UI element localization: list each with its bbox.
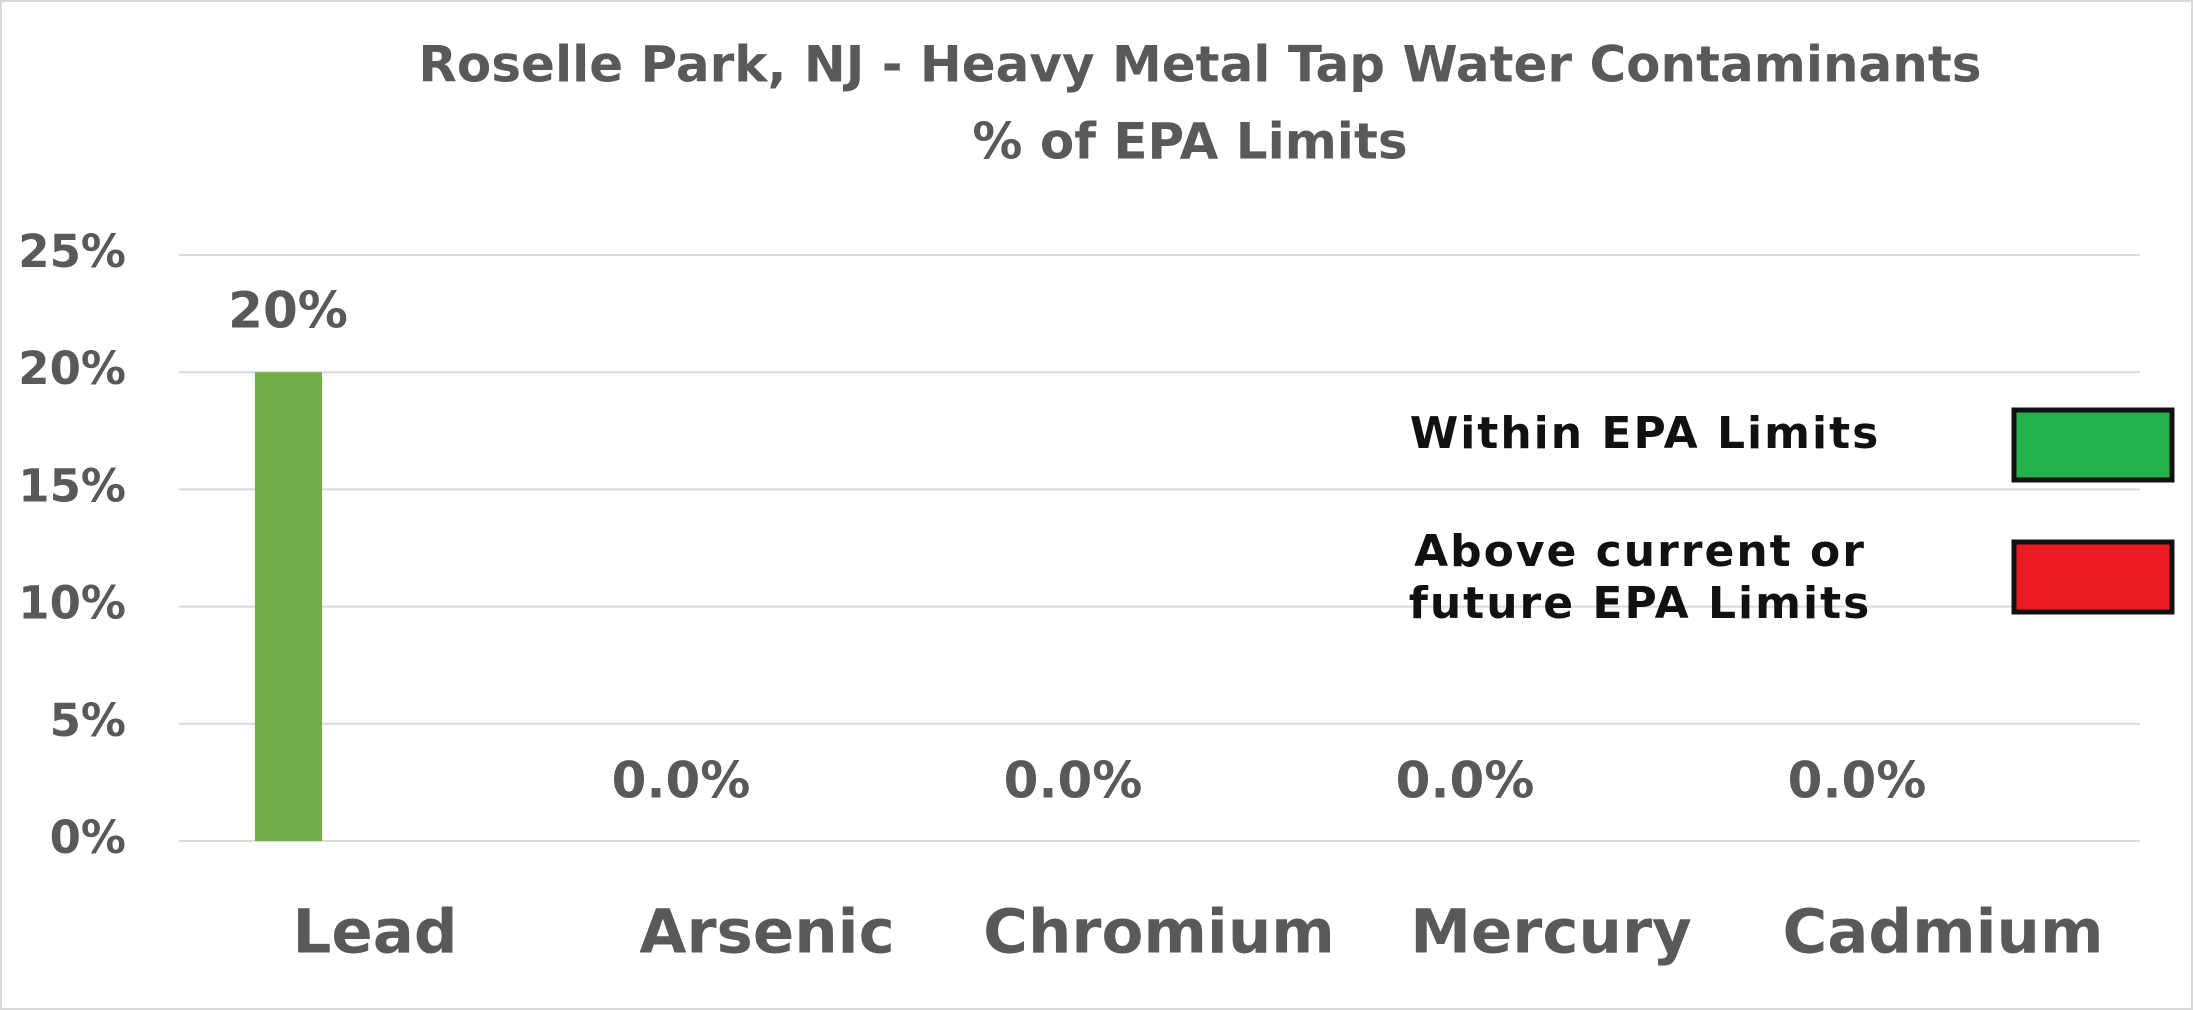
x-tick-label: Cadmium — [1782, 897, 2103, 968]
y-tick-label: 25% — [18, 225, 126, 278]
y-tick-label: 5% — [50, 694, 126, 747]
data-label: 20% — [228, 282, 348, 340]
y-tick-label: 0% — [50, 811, 126, 864]
data-label: 0.0% — [1396, 752, 1535, 810]
x-tick-label: Mercury — [1410, 897, 1692, 968]
legend-label: Within EPA Limits — [1409, 408, 1881, 459]
legend-swatch — [2011, 407, 2175, 483]
chart-subtitle: % of EPA Limits — [972, 113, 1407, 171]
y-tick-label: 20% — [18, 342, 126, 395]
data-label: 0.0% — [1788, 752, 1927, 810]
chart-title: Roselle Park, NJ - Heavy Metal Tap Water… — [418, 36, 1981, 94]
x-tick-label: Lead — [292, 897, 457, 968]
y-tick-label: 10% — [18, 577, 126, 630]
legend-label: Above current or future EPA Limits — [1408, 526, 1872, 629]
x-tick-label: Arsenic — [639, 897, 894, 968]
x-tick-label: Chromium — [983, 897, 1335, 968]
data-label: 0.0% — [612, 752, 751, 810]
y-tick-label: 15% — [18, 459, 126, 512]
legend-swatch — [2011, 539, 2175, 615]
bar — [255, 372, 322, 841]
data-label: 0.0% — [1004, 752, 1143, 810]
